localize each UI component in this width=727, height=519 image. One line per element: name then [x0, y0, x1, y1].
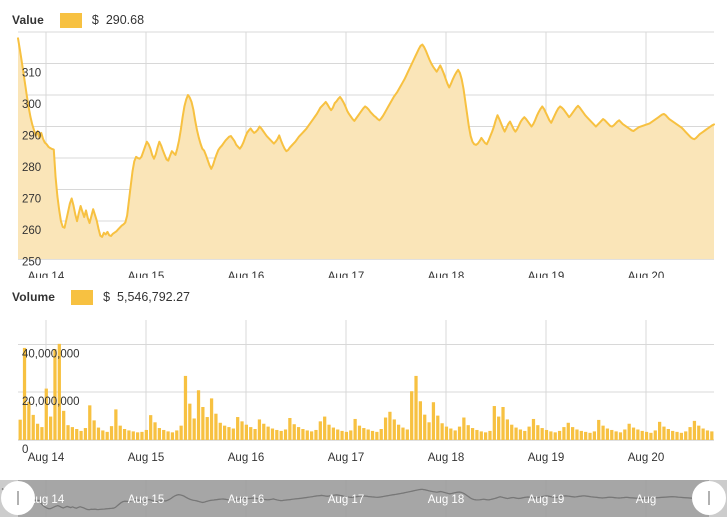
navigator-selected-mask[interactable]: [18, 480, 709, 517]
svg-text:Aug 19: Aug 19: [528, 452, 564, 464]
svg-text:20,000,000: 20,000,000: [22, 396, 80, 408]
volume-legend-swatch[interactable]: [71, 289, 94, 305]
price-x-axis-labels: Aug 14 Aug 15 Aug 16 Aug 17 Aug 18 Aug 19 Aug …: [28, 271, 664, 278]
price-area-fill: [18, 38, 714, 260]
price-line: [17, 37, 715, 238]
navigator-scrollbar[interactable]: Aug 14 Aug 15 Aug 16 Aug 17 Aug 18 Aug 19 Aug: [0, 478, 727, 519]
svg-text:Aug 17: Aug 17: [328, 271, 364, 278]
svg-text:300: 300: [22, 99, 41, 111]
volume-bars: [18, 343, 714, 440]
svg-text:Aug 20: Aug 20: [628, 452, 664, 464]
svg-text:Aug 18: Aug 18: [428, 271, 464, 278]
svg-text:Aug 15: Aug 15: [128, 452, 164, 464]
volume-chart[interactable]: 0 20,000,000 40,000,000 Aug 14 Aug 15 Aug 16…: [0, 305, 727, 470]
price-legend: Value $ 290.68: [12, 12, 144, 28]
volume-legend-title: Volume: [12, 290, 56, 304]
svg-text:Aug 16: Aug 16: [228, 494, 264, 506]
price-legend-title: Value: [12, 13, 44, 27]
svg-text:40,000,000: 40,000,000: [22, 348, 80, 360]
price-legend-value: 290.68: [105, 13, 145, 27]
price-y-axis-labels: 250 260 270 280 290 300 310: [22, 68, 41, 269]
svg-text:250: 250: [22, 257, 41, 269]
svg-text:Aug 16: Aug 16: [228, 271, 264, 278]
price-chart[interactable]: 250 260 270 280 290 300 310 Aug 14 Aug 15 Aug 16…: [0, 28, 727, 278]
svg-text:Aug 15: Aug 15: [128, 494, 164, 506]
price-legend-currency: $: [91, 13, 99, 27]
svg-text:Aug 20: Aug 20: [628, 271, 664, 278]
svg-text:Aug 14: Aug 14: [28, 271, 65, 278]
svg-text:290: 290: [22, 131, 41, 143]
navigator-series-line-overlay: [1, 488, 726, 511]
navigator-left-handle[interactable]: [1, 481, 35, 515]
volume-y-axis-labels: 0 20,000,000 40,000,000: [22, 348, 80, 456]
svg-text:Aug 14: Aug 14: [28, 452, 65, 464]
svg-text:270: 270: [22, 194, 41, 206]
svg-text:Aug 17: Aug 17: [328, 494, 364, 506]
svg-text:Aug 17: Aug 17: [328, 452, 364, 464]
svg-text:260: 260: [22, 225, 41, 237]
svg-text:Aug 14: Aug 14: [28, 494, 65, 506]
price-legend-swatch[interactable]: [59, 12, 82, 28]
svg-text:Aug: Aug: [636, 494, 656, 506]
volume-legend-value: 5,546,792.27: [117, 290, 191, 304]
svg-text:Aug 15: Aug 15: [128, 271, 164, 278]
svg-text:280: 280: [22, 162, 41, 174]
volume-legend: Volume $ 5,546,792.27: [12, 289, 190, 305]
svg-text:Aug 16: Aug 16: [228, 452, 264, 464]
volume-gridlines: [18, 320, 714, 441]
svg-text:Aug 19: Aug 19: [528, 494, 564, 506]
navigator-right-handle[interactable]: [692, 481, 726, 515]
volume-x-axis-labels: Aug 14 Aug 15 Aug 16 Aug 17 Aug 18 Aug 19 Aug …: [28, 452, 664, 464]
svg-text:Aug 18: Aug 18: [428, 494, 464, 506]
navigator-labels: Aug 14 Aug 15 Aug 16 Aug 17 Aug 18 Aug 19 Aug: [28, 494, 656, 506]
volume-legend-currency: $: [103, 290, 111, 304]
svg-text:0: 0: [22, 444, 28, 456]
svg-text:Aug 18: Aug 18: [428, 452, 464, 464]
svg-text:310: 310: [22, 68, 41, 80]
svg-text:Aug 19: Aug 19: [528, 271, 564, 278]
